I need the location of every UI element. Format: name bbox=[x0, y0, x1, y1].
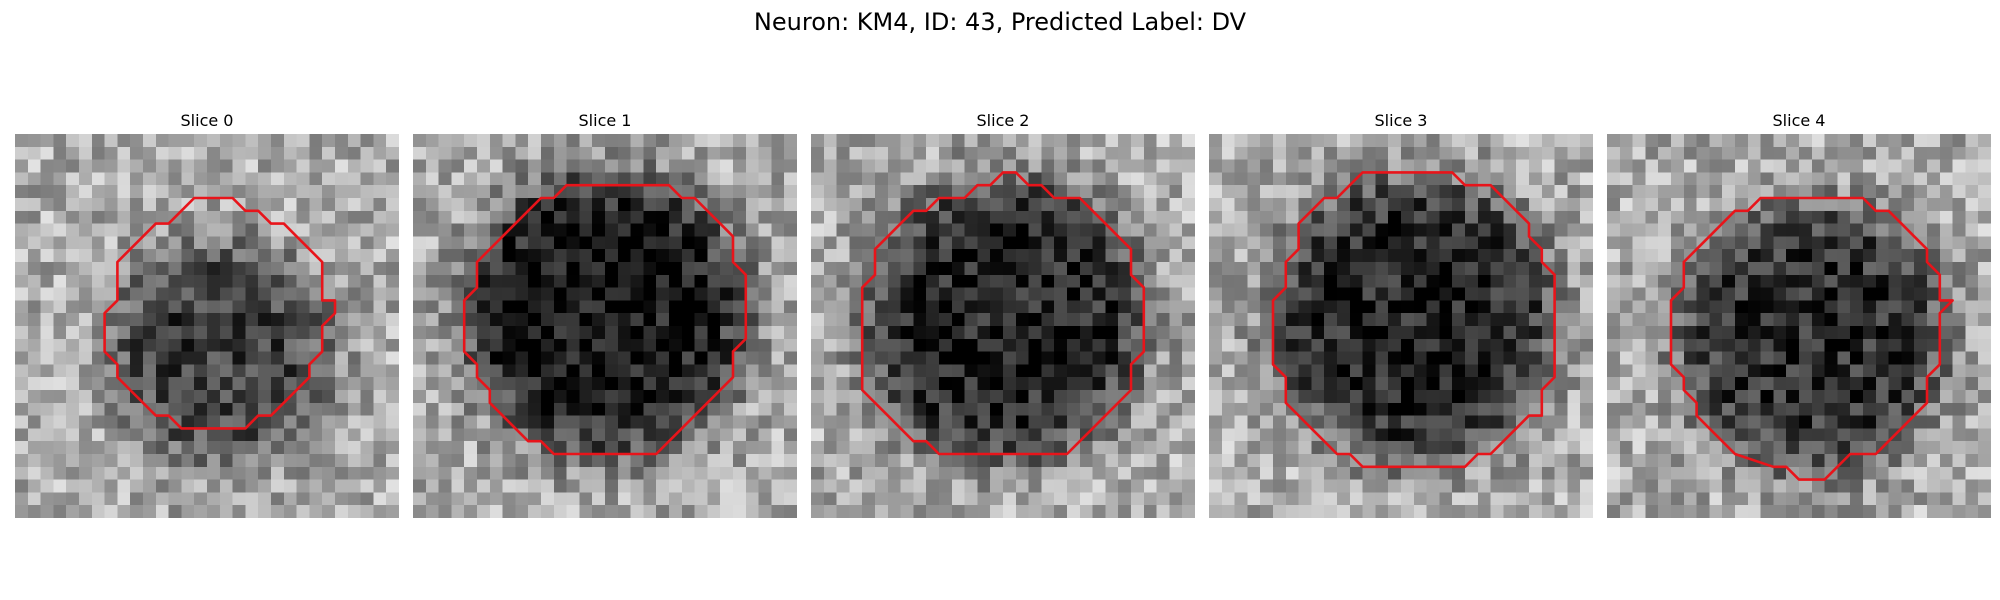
neuron-contour bbox=[1669, 196, 1954, 481]
slice-image bbox=[811, 134, 1195, 518]
slice-panel-2: Slice 2 bbox=[811, 108, 1195, 518]
slice-image bbox=[413, 134, 797, 518]
neuron-contour bbox=[103, 196, 337, 430]
slice-panel-0: Slice 0 bbox=[15, 108, 399, 518]
contour-overlay bbox=[103, 196, 337, 430]
contour-overlay bbox=[860, 171, 1146, 456]
neuron-contour bbox=[462, 183, 748, 456]
slice-panel-1: Slice 1 bbox=[413, 108, 797, 518]
slice-image bbox=[1209, 134, 1593, 518]
neuron-contour bbox=[1271, 171, 1556, 469]
slice-image bbox=[1607, 134, 1991, 518]
slice-title: Slice 0 bbox=[180, 111, 234, 130]
figure-title: Neuron: KM4, ID: 43, Predicted Label: DV bbox=[753, 8, 1247, 36]
slice-title: Slice 3 bbox=[1374, 111, 1428, 130]
slice-image bbox=[15, 134, 399, 518]
slice-title: Slice 4 bbox=[1772, 111, 1826, 130]
contour-overlay bbox=[1669, 196, 1954, 481]
neuron-contour bbox=[860, 171, 1146, 456]
contour-overlay bbox=[1271, 171, 1556, 469]
slice-title: Slice 2 bbox=[976, 111, 1030, 130]
slice-panel-3: Slice 3 bbox=[1209, 108, 1593, 518]
slice-panel-4: Slice 4 bbox=[1607, 108, 1991, 518]
slice-title: Slice 1 bbox=[578, 111, 632, 130]
contour-overlay bbox=[462, 183, 748, 456]
